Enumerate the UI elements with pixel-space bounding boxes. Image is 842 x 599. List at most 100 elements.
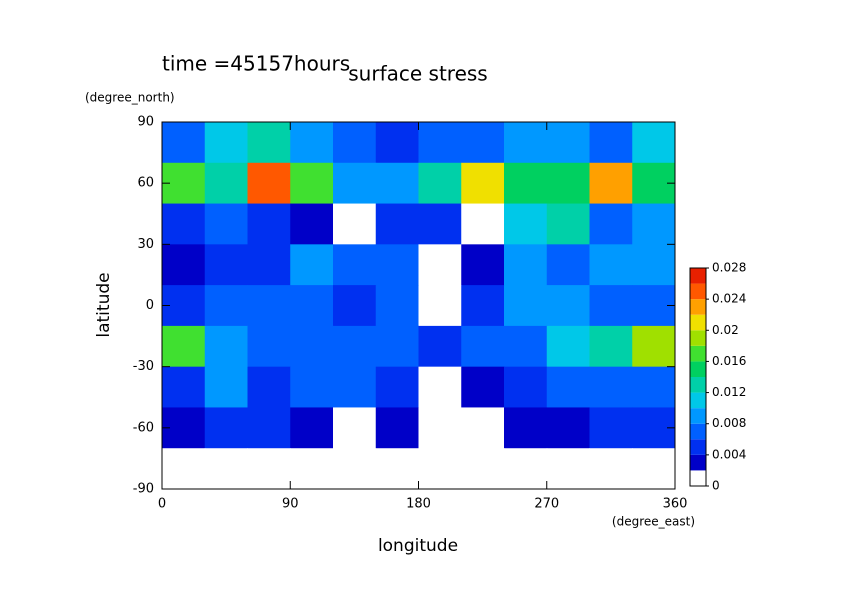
cell [589, 285, 633, 327]
x-tick-label: 180 [406, 497, 431, 512]
cell [162, 122, 206, 164]
cell [546, 285, 590, 327]
cell [333, 203, 377, 245]
cell [204, 162, 248, 205]
y-tick-label: 0 [146, 298, 154, 313]
x-axis-label: longitude [378, 536, 458, 556]
cell [290, 285, 334, 327]
colorbar-tick-label: 0.024 [712, 292, 746, 306]
cell [375, 285, 419, 327]
colorbar-bin [690, 454, 706, 471]
colorbar-bin [690, 439, 706, 455]
cell [162, 366, 206, 408]
cell [375, 366, 419, 408]
cell [375, 162, 419, 205]
colorbar-bin [690, 423, 706, 440]
cell [632, 325, 676, 368]
cell [162, 325, 206, 368]
cell [461, 366, 505, 408]
cell [504, 122, 548, 164]
cell [632, 203, 676, 245]
cell [504, 448, 548, 490]
cell [589, 325, 633, 368]
cell [204, 448, 248, 490]
cell [418, 325, 462, 368]
cell [418, 122, 462, 164]
cell [546, 244, 590, 286]
cell [333, 366, 377, 408]
cell [290, 325, 334, 368]
cell [632, 122, 676, 164]
cell [418, 203, 462, 245]
cell [162, 448, 206, 490]
y-tick-label: 90 [137, 115, 154, 130]
cell [589, 244, 633, 286]
y-tick-label: 60 [137, 176, 154, 191]
cell [204, 366, 248, 408]
cell [504, 407, 548, 449]
cell [333, 448, 377, 490]
cell [247, 407, 291, 449]
cell [632, 366, 676, 408]
cell [546, 203, 590, 245]
cell [204, 407, 248, 449]
cell [247, 122, 291, 164]
x-tick-label: 90 [282, 497, 299, 512]
cell [589, 366, 633, 408]
cell [375, 244, 419, 286]
colorbar-bin [690, 330, 706, 346]
cell [375, 407, 419, 449]
y-unit: (degree_north) [85, 91, 175, 105]
cell [333, 285, 377, 327]
colorbar-frame [689, 267, 707, 487]
cell [504, 162, 548, 205]
colorbar-tick-label: 0.008 [712, 416, 746, 430]
annotation: time =45157hours [162, 52, 350, 76]
cell [162, 203, 206, 245]
cell [290, 407, 334, 449]
x-unit: (degree_east) [612, 515, 695, 529]
y-tick-label: -30 [133, 359, 154, 374]
cell [546, 162, 590, 205]
cell [247, 162, 291, 205]
cell [375, 325, 419, 368]
cell [632, 244, 676, 286]
cell [247, 366, 291, 408]
cell [290, 448, 334, 490]
x-tick-label: 270 [534, 497, 559, 512]
cell [247, 448, 291, 490]
cell [461, 162, 505, 205]
cell [589, 407, 633, 449]
cell [375, 448, 419, 490]
colorbar-tick-label: 0.012 [712, 385, 746, 399]
y-tick-label: -90 [133, 482, 154, 497]
colorbar-tick-label: 0.028 [712, 261, 746, 275]
cell [418, 285, 462, 327]
colorbar-tick-label: 0 [712, 479, 720, 493]
cell [418, 407, 462, 449]
cell [162, 244, 206, 286]
x-tick-label: 0 [158, 497, 166, 512]
colorbar-bin [690, 392, 706, 409]
colorbar-bin [690, 345, 706, 362]
colorbar-bin [690, 283, 706, 300]
cell [546, 325, 590, 368]
cell [204, 244, 248, 286]
cell [632, 448, 676, 490]
cell [290, 122, 334, 164]
cell [290, 162, 334, 205]
colorbar-bin [690, 268, 706, 284]
cell [204, 203, 248, 245]
cell [204, 122, 248, 164]
cell [504, 285, 548, 327]
cell [589, 162, 633, 205]
cell [546, 366, 590, 408]
colorbar-bin [690, 470, 706, 486]
cell [375, 122, 419, 164]
cell [504, 244, 548, 286]
cell [461, 203, 505, 245]
cell [546, 448, 590, 490]
y-axis-label: latitude [94, 272, 114, 337]
cell [418, 162, 462, 205]
